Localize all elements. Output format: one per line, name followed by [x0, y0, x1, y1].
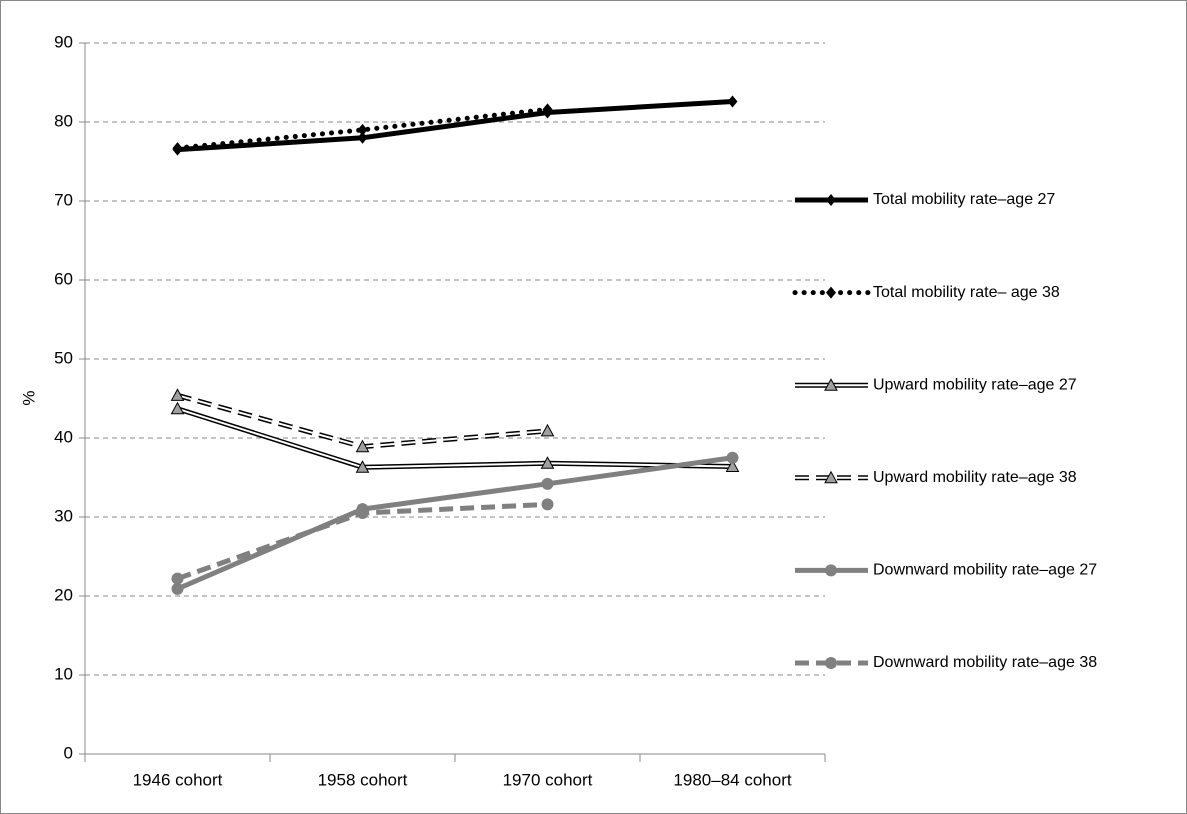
y-axis-label: %	[19, 390, 38, 405]
x-tick-label: 1958 cohort	[318, 770, 408, 789]
y-tick-label: 80	[54, 111, 73, 130]
series-line	[175, 106, 550, 151]
point	[355, 439, 370, 453]
series-line	[176, 455, 733, 592]
point	[541, 477, 554, 490]
y-tick-label: 10	[54, 664, 73, 683]
legend-label: Total mobility rate– age 38	[873, 284, 1060, 301]
point	[357, 131, 368, 144]
y-tick-label: 70	[54, 190, 73, 209]
legend-label: Total mobility rate–age 27	[873, 191, 1055, 208]
legend-label: Downward mobility rate–age 38	[873, 654, 1097, 671]
point	[825, 657, 837, 669]
point	[542, 103, 553, 116]
point	[170, 401, 185, 415]
series-line	[176, 392, 548, 450]
y-tick-label: 40	[54, 427, 73, 446]
point	[540, 456, 555, 469]
legend-label: Upward mobility rate–age 38	[873, 469, 1077, 486]
series-line-inner	[177, 394, 548, 448]
point	[826, 194, 836, 206]
point	[825, 564, 837, 577]
y-tick-label: 60	[54, 269, 73, 288]
legend-label: Downward mobility rate–age 27	[873, 562, 1097, 579]
point	[172, 142, 183, 155]
point	[357, 123, 368, 136]
point	[170, 388, 185, 401]
y-tick-label: 50	[54, 348, 73, 367]
point	[727, 95, 738, 108]
point	[171, 582, 184, 595]
point	[726, 451, 739, 464]
series-line	[177, 98, 733, 153]
x-tick-label: 1970 cohort	[503, 770, 593, 789]
point	[826, 286, 836, 299]
point	[356, 507, 369, 520]
point	[824, 470, 838, 484]
x-tick-label: 1980–84 cohort	[673, 770, 791, 789]
x-tick-label: 1946 cohort	[133, 770, 223, 789]
series-line-inner	[177, 407, 733, 469]
y-tick-label: 20	[54, 585, 73, 604]
point	[171, 572, 184, 585]
y-tick-label: 0	[64, 743, 73, 762]
y-tick-label: 90	[54, 32, 73, 51]
point	[824, 378, 838, 391]
point	[541, 498, 554, 511]
point	[355, 460, 370, 473]
point	[540, 423, 555, 437]
y-tick-label: 30	[54, 506, 73, 525]
point	[725, 459, 740, 472]
legend-label: Upward mobility rate–age 27	[873, 376, 1077, 393]
